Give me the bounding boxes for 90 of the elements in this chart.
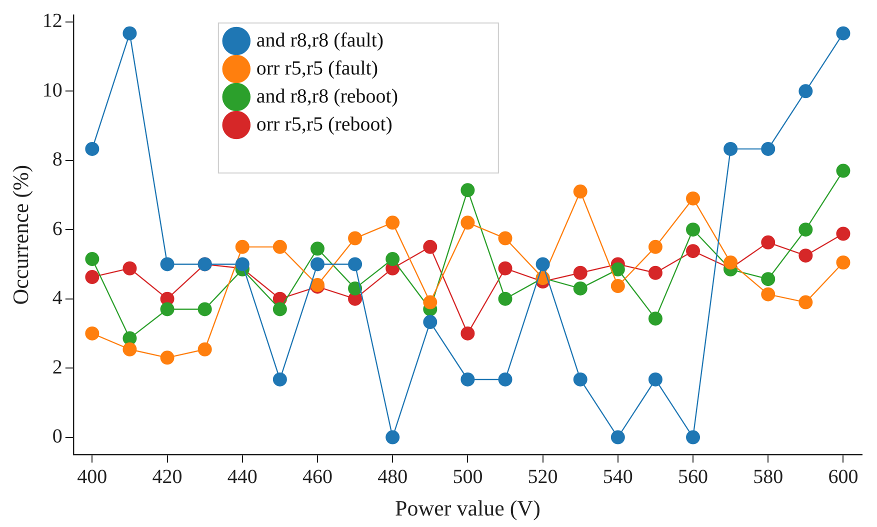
- point: [122, 342, 137, 356]
- point: [724, 255, 738, 270]
- point: [761, 235, 776, 250]
- point: [498, 372, 512, 386]
- point: [610, 279, 625, 294]
- point: [836, 226, 850, 241]
- point: [122, 261, 137, 276]
- x-tick-label: 500: [452, 466, 483, 488]
- point: [423, 315, 438, 330]
- point: [460, 216, 475, 230]
- point: [498, 261, 512, 276]
- point: [423, 240, 438, 254]
- point: [798, 295, 813, 310]
- y-axis-title: Occurrence (%): [8, 164, 33, 305]
- y-tick-label: 12: [42, 10, 62, 32]
- point: [536, 257, 550, 272]
- y-tick-label: 8: [52, 148, 62, 171]
- point: [85, 252, 100, 266]
- y-tick-label: 0: [52, 426, 62, 448]
- point: [610, 262, 625, 276]
- y-tick-label: 10: [42, 79, 62, 102]
- x-axis-title: Power value (V): [394, 496, 540, 521]
- point: [798, 248, 813, 263]
- legend-label: and r8,r8 (reboot): [256, 85, 398, 108]
- point: [386, 430, 400, 444]
- legend-label: and r8,r8 (fault): [256, 29, 384, 52]
- point: [686, 191, 700, 206]
- point: [198, 342, 212, 356]
- point: [460, 183, 475, 198]
- point: [648, 372, 662, 386]
- point: [761, 142, 776, 156]
- x-tick-label: 580: [753, 466, 784, 488]
- point: [761, 272, 776, 286]
- point: [235, 257, 250, 272]
- point: [272, 372, 287, 386]
- point: [798, 222, 813, 237]
- x-tick-label: 480: [378, 466, 408, 488]
- point: [724, 142, 738, 156]
- point: [160, 302, 174, 316]
- point: [798, 84, 813, 98]
- point: [386, 252, 400, 266]
- point: [348, 281, 362, 296]
- x-tick-label: 420: [152, 466, 182, 488]
- point: [348, 231, 362, 246]
- x-tick-label: 520: [528, 466, 558, 488]
- x-tick-label: 460: [302, 466, 332, 488]
- point: [686, 222, 700, 237]
- point: [310, 257, 324, 272]
- point: [686, 430, 700, 444]
- x-tick-label: 560: [678, 466, 708, 488]
- point: [498, 231, 512, 246]
- point: [648, 312, 662, 326]
- y-tick-label: 4: [52, 287, 62, 310]
- point: [272, 302, 287, 316]
- point: [836, 164, 850, 178]
- point: [460, 326, 475, 340]
- point: [573, 266, 588, 280]
- y-tick-label: 2: [52, 356, 62, 378]
- y-tick-label: 6: [52, 218, 62, 240]
- x-tick-label: 440: [227, 466, 258, 488]
- point: [85, 270, 100, 284]
- point: [648, 240, 662, 254]
- point: [160, 257, 174, 272]
- point: [198, 302, 212, 316]
- point: [610, 430, 625, 444]
- legend-label: orr r5,r5 (fault): [256, 57, 378, 80]
- point: [761, 287, 776, 302]
- x-tick-label: 540: [602, 466, 633, 488]
- point: [85, 142, 100, 156]
- point: [686, 244, 700, 258]
- point: [423, 295, 438, 310]
- point: [836, 26, 850, 40]
- point: [235, 240, 250, 254]
- point: [460, 372, 475, 386]
- x-tick-label: 400: [77, 466, 108, 488]
- point: [573, 184, 588, 199]
- x-tick-label: 600: [828, 466, 858, 488]
- point: [272, 240, 287, 254]
- point: [160, 350, 174, 365]
- point: [310, 242, 324, 256]
- point: [836, 255, 850, 270]
- point: [498, 292, 512, 306]
- point: [85, 326, 100, 340]
- legend-label: orr r5,r5 (reboot): [256, 113, 392, 136]
- point: [573, 281, 588, 296]
- point: [573, 372, 588, 386]
- point: [348, 257, 362, 272]
- point: [648, 266, 662, 280]
- point: [122, 26, 137, 40]
- point: [386, 216, 400, 230]
